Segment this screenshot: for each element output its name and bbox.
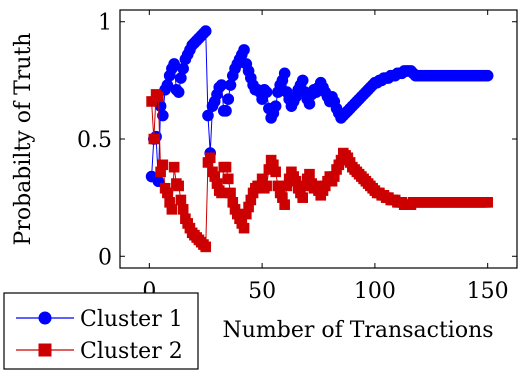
legend-label-cluster-1: Cluster 1 xyxy=(80,307,183,332)
data-point xyxy=(162,187,173,199)
y-tick-label: 0 xyxy=(98,245,112,270)
data-point xyxy=(172,86,185,98)
y-tick-label: 0.5 xyxy=(77,128,112,153)
plot-frame xyxy=(119,9,518,269)
legend: Cluster 1 Cluster 2 xyxy=(3,292,199,370)
data-point xyxy=(173,180,184,192)
data-point xyxy=(204,152,216,164)
series-2 xyxy=(146,89,493,253)
data-point xyxy=(238,44,250,56)
series-layer xyxy=(145,25,494,253)
legend-marker-cluster-1 xyxy=(38,311,52,325)
data-point xyxy=(296,74,309,87)
x-tick-label: 100 xyxy=(354,279,396,304)
data-point xyxy=(220,105,232,117)
data-point xyxy=(199,25,212,37)
series-1 xyxy=(145,25,494,188)
legend-marker-cluster-2 xyxy=(38,343,52,357)
data-point xyxy=(168,161,180,173)
series-line-2 xyxy=(151,93,488,249)
data-point xyxy=(297,192,309,203)
x-axis-label: Number of Transactions xyxy=(222,318,493,343)
x-tick-label: 150 xyxy=(467,279,509,304)
data-point xyxy=(202,109,214,122)
legend-box xyxy=(3,292,199,370)
data-point xyxy=(278,67,291,80)
data-point xyxy=(481,69,494,82)
data-point xyxy=(148,133,160,145)
data-point xyxy=(270,166,281,178)
data-point xyxy=(304,168,315,180)
data-point xyxy=(220,161,232,173)
y-tick-label: 1 xyxy=(98,11,112,36)
data-point xyxy=(175,194,187,206)
data-point xyxy=(279,199,290,210)
data-point xyxy=(238,222,250,234)
data-point xyxy=(260,86,273,98)
data-point xyxy=(168,58,180,70)
y-axis-label: Probabilty of Truth xyxy=(11,33,36,246)
data-point xyxy=(216,187,227,199)
data-point xyxy=(261,180,272,192)
legend-label-cluster-2: Cluster 2 xyxy=(80,339,183,364)
data-point xyxy=(269,100,282,112)
x-tick-label: 50 xyxy=(248,279,276,304)
series-line-1 xyxy=(151,29,488,182)
data-point xyxy=(166,204,178,215)
data-point xyxy=(200,241,212,253)
data-point xyxy=(153,91,164,103)
data-point xyxy=(157,109,169,122)
data-point xyxy=(222,173,234,185)
data-point xyxy=(222,93,235,105)
data-point xyxy=(177,204,189,215)
data-point xyxy=(225,187,236,199)
data-point xyxy=(482,197,493,208)
data-point xyxy=(157,159,169,171)
